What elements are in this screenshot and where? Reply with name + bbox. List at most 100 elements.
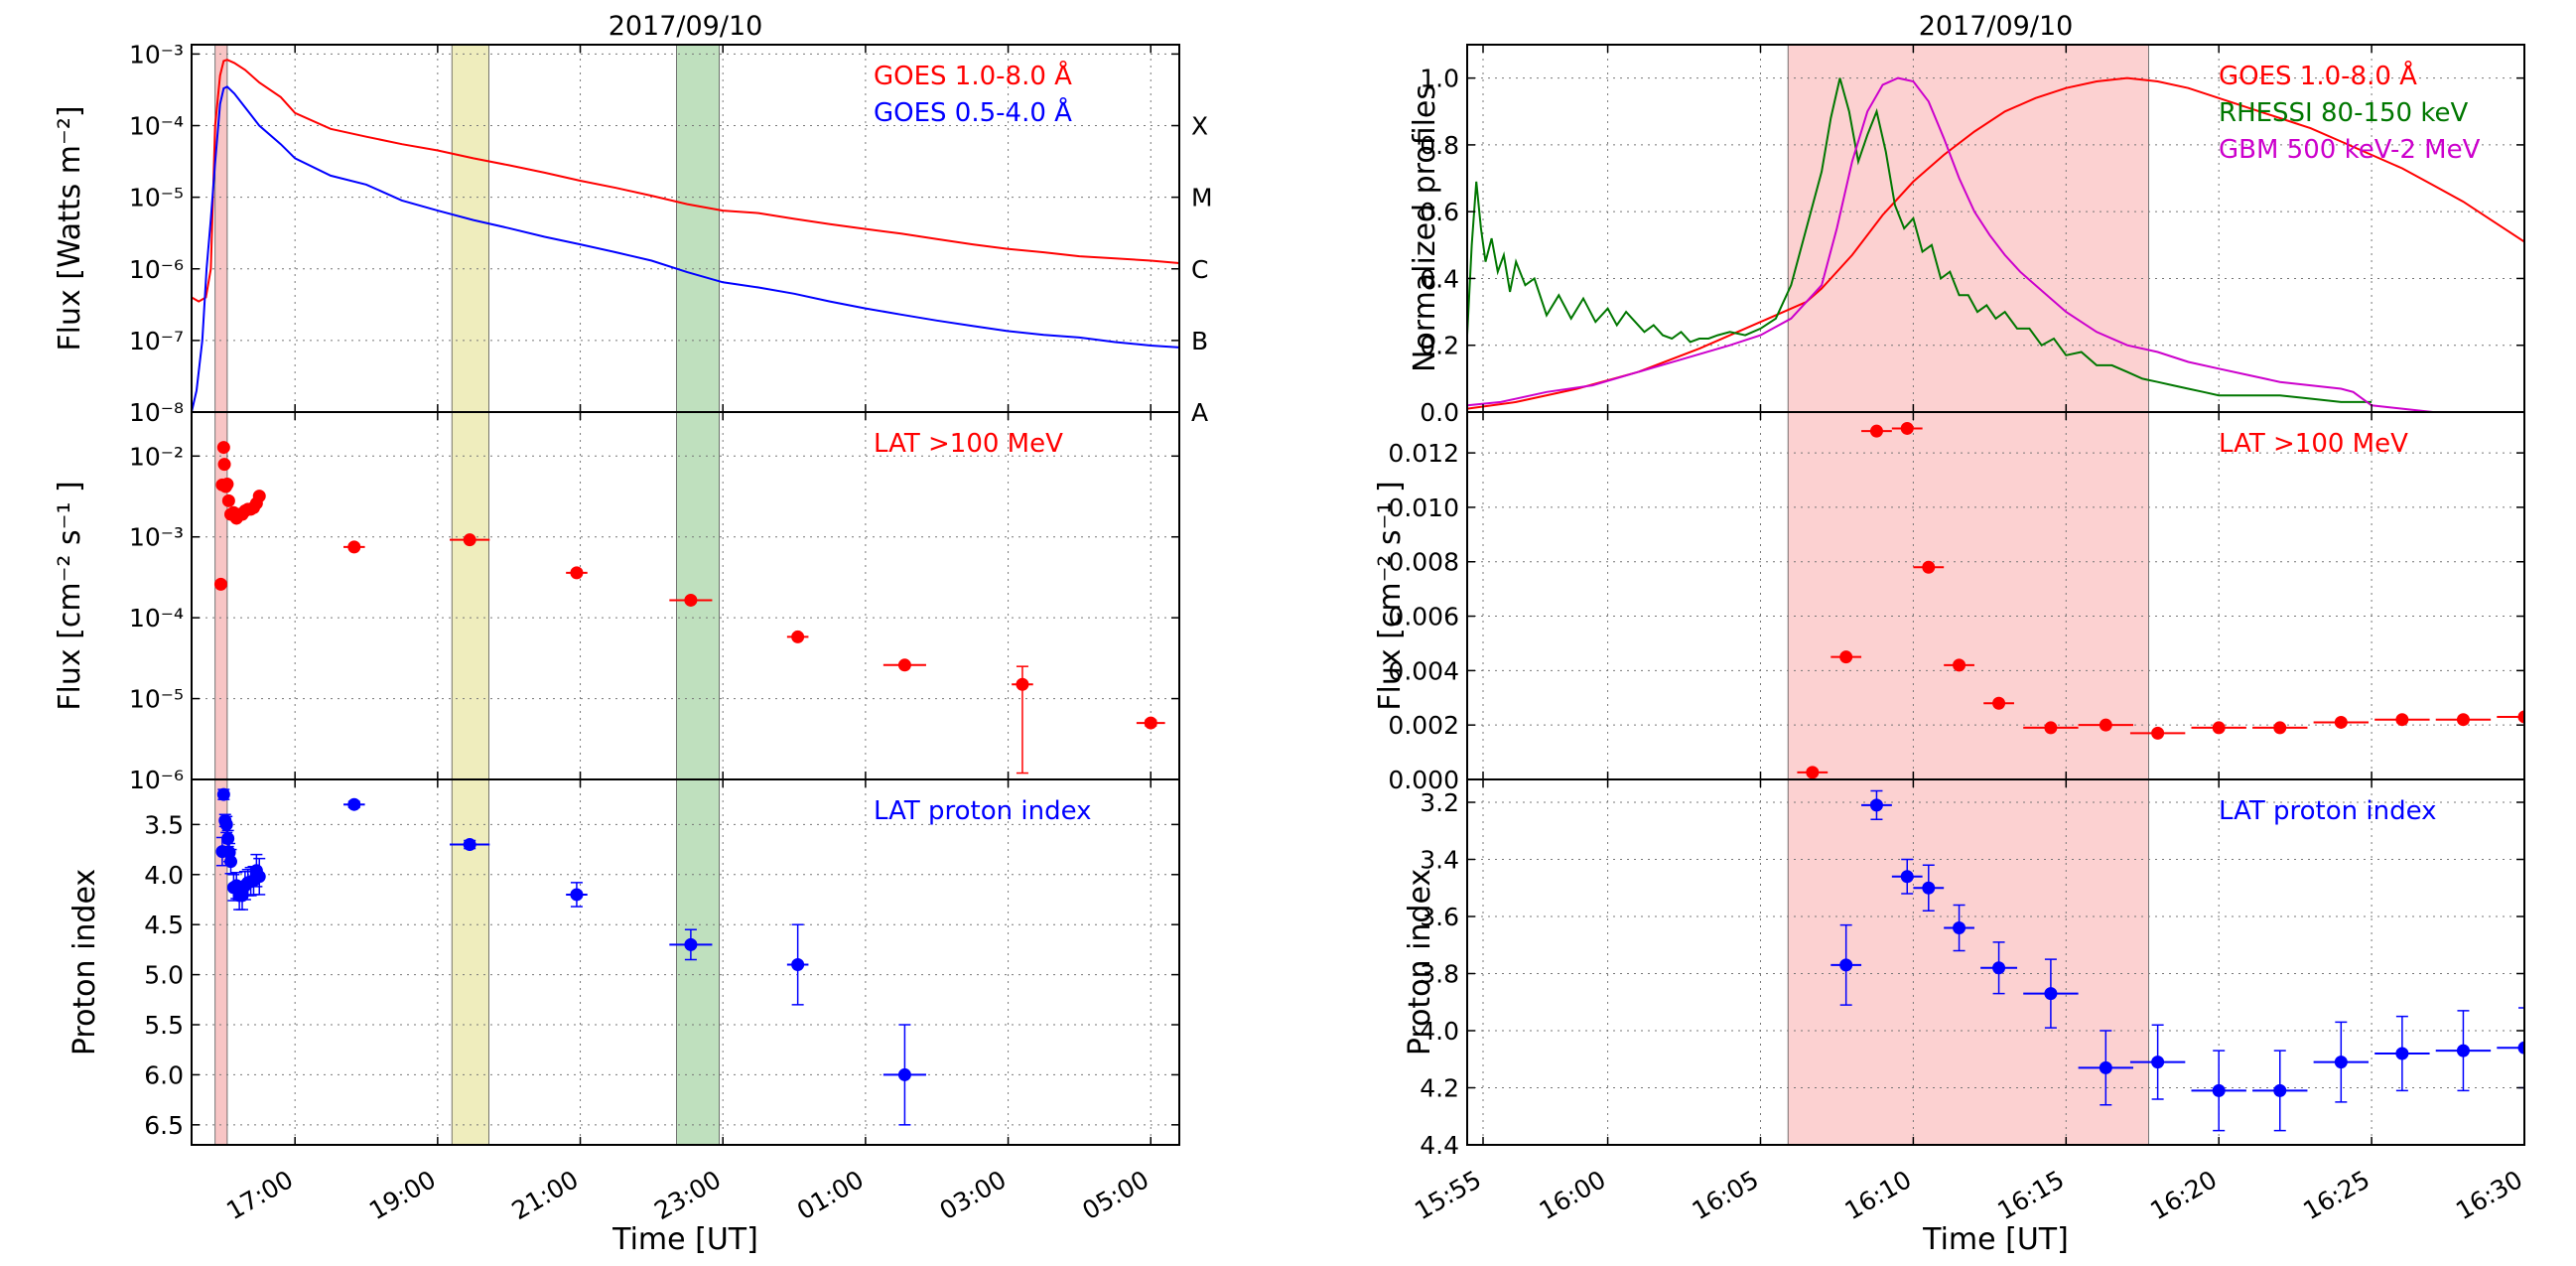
right-middle-data-point xyxy=(1953,658,1966,672)
right-bottom-data-point xyxy=(2334,1055,2348,1069)
right-bottom-data-point xyxy=(2456,1044,2470,1057)
right-top-series-line xyxy=(1467,76,2524,412)
right-bottom-xtick-label: 16:15 xyxy=(1992,1165,2069,1225)
left-middle-data-point xyxy=(252,490,266,503)
right-bottom-xtick-label: 16:00 xyxy=(1535,1165,1611,1225)
right-top-ytick-label: 0.8 xyxy=(1420,131,1459,160)
left-top-class-label: M xyxy=(1191,184,1213,212)
left-bottom-xtick-label: 23:00 xyxy=(649,1165,726,1225)
right-middle-data-point xyxy=(2151,726,2165,740)
left-middle-data-point xyxy=(216,441,230,455)
right-bottom-data-point xyxy=(2212,1083,2226,1097)
right-middle-ytick-label: 0.000 xyxy=(1388,766,1459,794)
left-bottom-xtick-label: 17:00 xyxy=(221,1165,298,1225)
left-bottom-shaded-interval xyxy=(214,779,228,1145)
right-bottom-data-point xyxy=(2151,1055,2165,1069)
left-middle-ytick-label: 10⁻⁵ xyxy=(129,685,184,714)
right-middle-ylabel: Flux [cm⁻² s⁻¹ ] xyxy=(1373,481,1408,710)
right-bottom-data-point xyxy=(2517,1041,2524,1055)
right-bottom-data-point xyxy=(2273,1083,2287,1097)
left-middle-data-point xyxy=(1016,677,1029,691)
left-middle-shaded-interval xyxy=(451,412,489,779)
left-bottom-data-point xyxy=(216,787,230,801)
left-top-ytick-label: 10⁻⁶ xyxy=(129,255,184,284)
right-bottom-panel: 3.2 3.4 3.6 3.8 4.0 4.2 4.4 Proton index LAT pro… xyxy=(1403,778,2527,1257)
left-bottom-ytick-label: 6.0 xyxy=(144,1060,184,1089)
left-top-class-label: C xyxy=(1191,255,1208,284)
left-top-legend-entry: GOES 0.5-4.0 Å xyxy=(874,96,1072,128)
left-bottom-ytick-label: 5.0 xyxy=(144,961,184,990)
left-middle-ytick-label: 10⁻³ xyxy=(129,523,184,552)
left-top-ytick-label: 10⁻³ xyxy=(129,40,184,69)
right-top-legend-entry: RHESSI 80-150 keV xyxy=(2219,98,2468,128)
left-bottom-xtick-label: 01:00 xyxy=(792,1165,869,1225)
right-middle-data-point xyxy=(1992,696,2006,710)
right-middle-panel: 0.000 0.002 0.004 0.006 0.008 0.010 0.012 Flux … xyxy=(1373,411,2525,794)
right-middle-data-point xyxy=(2334,715,2348,729)
right-middle-data-point xyxy=(2099,718,2112,732)
right-bottom-data-point xyxy=(2044,987,2058,1001)
left-bottom-ytick-label: 5.5 xyxy=(144,1011,184,1040)
right-bottom-xtick-label: 16:30 xyxy=(2451,1165,2527,1225)
right-middle-data-point xyxy=(1806,766,1820,779)
left-top-series-line xyxy=(192,59,1179,303)
right-bottom-xtick-label: 16:10 xyxy=(1839,1165,1916,1225)
right-middle-data-point xyxy=(2517,710,2524,724)
left-top-legend-entry: GOES 1.0-8.0 Å xyxy=(874,60,1072,91)
right-bottom-ytick-label: 3.8 xyxy=(1420,960,1459,989)
right-bottom-data-point xyxy=(1900,870,1914,884)
right-bottom-plot-area xyxy=(1467,779,2524,1145)
right-top-ytick-label: 0.2 xyxy=(1420,332,1459,360)
right-top-shaded-interval xyxy=(1787,45,2149,412)
left-middle-data-point xyxy=(347,540,361,554)
right-bottom-ytick-label: 4.0 xyxy=(1420,1017,1459,1046)
right-bottom-xtick-label: 16:20 xyxy=(2145,1165,2222,1225)
left-middle-data-point xyxy=(213,577,227,591)
left-bottom-ytick-label: 6.5 xyxy=(144,1111,184,1140)
left-middle-data-point xyxy=(221,493,235,507)
left-bottom-data-point xyxy=(897,1067,911,1081)
right-middle-data-point xyxy=(1900,421,1914,435)
right-bottom-data-point xyxy=(2395,1047,2409,1060)
left-bottom-data-point xyxy=(224,855,238,869)
right-bottom-ytick-label: 3.4 xyxy=(1420,846,1459,875)
right-bottom-ytick-label: 4.2 xyxy=(1420,1074,1459,1103)
right-middle-data-point xyxy=(1839,650,1853,664)
right-top-series-line xyxy=(1467,76,2524,410)
right-top-title: 2017/09/10 xyxy=(1919,11,2074,42)
left-bottom-data-point xyxy=(219,817,233,831)
left-middle-data-point xyxy=(570,566,584,580)
right-bottom-data-point xyxy=(1839,958,1853,972)
left-bottom-ytick-label: 4.0 xyxy=(144,861,184,890)
right-bottom-frame xyxy=(1466,778,2525,1146)
left-bottom-data-point xyxy=(347,797,361,811)
left-middle-data-point xyxy=(684,593,698,607)
left-middle-ytick-label: 10⁻² xyxy=(129,442,184,471)
left-top-ylabel: Flux [Watts m⁻²] xyxy=(53,105,87,351)
left-middle-data-point xyxy=(1144,716,1157,730)
left-bottom-xtick-label: 05:00 xyxy=(1077,1165,1153,1225)
right-top-legend-entry: GBM 500 keV-2 MeV xyxy=(2219,135,2481,165)
right-top-series-line xyxy=(1467,77,2373,403)
right-middle-ytick-label: 0.008 xyxy=(1388,548,1459,577)
left-bottom-data-point xyxy=(463,838,476,852)
left-bottom-plot-area xyxy=(192,779,1179,1145)
left-top-ytick-label: 10⁻⁸ xyxy=(129,398,184,427)
left-bottom-ytick-label: 4.5 xyxy=(144,911,184,939)
right-bottom-ytick-label: 4.4 xyxy=(1420,1131,1459,1160)
right-bottom-ytick-label: 3.2 xyxy=(1420,788,1459,817)
left-middle-shaded-interval xyxy=(676,412,721,779)
left-middle-ylabel: Flux [cm⁻² s⁻¹ ] xyxy=(53,481,87,710)
left-bottom-frame xyxy=(191,778,1180,1146)
right-bottom-legend-entry: LAT proton index xyxy=(2219,796,2437,826)
left-middle-data-point xyxy=(220,478,234,492)
left-middle-legend-entry: LAT >100 MeV xyxy=(874,429,1063,459)
right-top-legend-entry: GOES 1.0-8.0 Å xyxy=(2219,60,2417,91)
left-bottom-xtick-label: 19:00 xyxy=(364,1165,441,1225)
right-bottom-xlabel: Time [UT] xyxy=(1922,1222,2069,1257)
left-bottom-legend-entry: LAT proton index xyxy=(874,796,1092,826)
left-top-shaded-interval xyxy=(451,45,489,412)
right-middle-plot-area xyxy=(1467,412,2524,779)
